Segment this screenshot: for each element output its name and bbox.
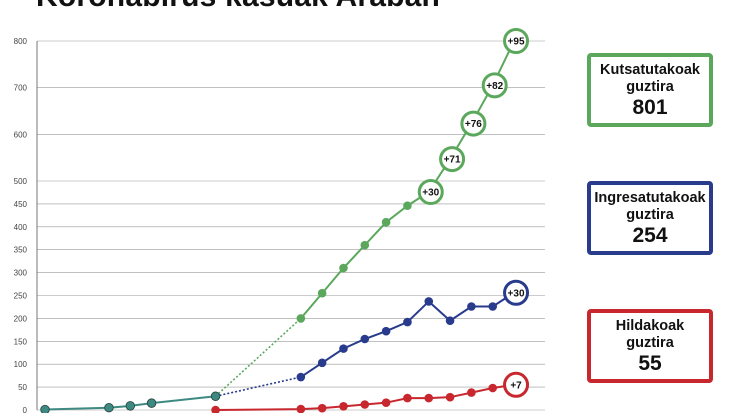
early-point (210, 391, 221, 401)
card-total-deaths: Hildakoak guztira 55 (587, 309, 713, 383)
green-annotation-label: +76 (465, 119, 482, 130)
green-annotation-circle (439, 146, 466, 173)
blue-annotation-label: +30 (508, 288, 525, 299)
blue-annotation-circle (503, 279, 530, 306)
blue-point (488, 302, 498, 311)
card-deaths-value: 55 (638, 352, 662, 375)
green-point (403, 201, 412, 211)
green-annotation-label: +95 (508, 37, 525, 48)
card-hospitalized-value: 254 (632, 224, 668, 247)
card-total-hospitalized: Ingresatutakoak guztira 254 (587, 181, 713, 255)
card-infected-value: 801 (632, 96, 668, 119)
early-point (104, 403, 114, 413)
red-annotation-label: +7 (510, 380, 522, 391)
blue-connector (215, 376, 302, 398)
y-tick-label: 500 (14, 177, 28, 186)
green-point (339, 263, 348, 273)
red-point (211, 405, 220, 413)
y-tick-label: 200 (14, 314, 28, 323)
green-annotation-circle (481, 72, 508, 99)
y-tick-label: 150 (14, 337, 28, 346)
y-tick-label: 350 (14, 246, 28, 255)
green-point (317, 288, 327, 298)
blue-point (424, 297, 434, 306)
y-tick-label: 600 (14, 130, 28, 139)
y-tick-label: 0 (23, 406, 28, 413)
card-hospitalized-label-1: Ingresatutakoak (594, 190, 706, 206)
chart-title: Koronabirus kasuak Araban (36, 0, 440, 14)
red-point (488, 383, 498, 393)
early-point (125, 401, 135, 411)
green-point (360, 240, 370, 250)
blue-point (296, 372, 306, 382)
green-annotation-circle (417, 178, 444, 205)
early-point (40, 404, 50, 413)
y-tick-label: 450 (14, 200, 28, 209)
green-annotation-label: +71 (444, 155, 461, 166)
blue-point (467, 302, 476, 311)
blue-point (445, 316, 455, 325)
y-tick-label: 100 (14, 360, 28, 369)
y-tick-label: 800 (14, 37, 28, 46)
green-annotation-label: +30 (422, 188, 439, 199)
card-hospitalized-label-2: guztira (626, 207, 674, 223)
y-tick-label: 300 (14, 269, 28, 278)
green-point (381, 217, 391, 227)
red-point (467, 388, 476, 397)
red-point (339, 402, 348, 411)
red-point (403, 393, 412, 403)
green-annotation-circle (460, 110, 487, 137)
red-point (360, 400, 370, 409)
blue-point (317, 358, 327, 368)
blue-point (381, 326, 391, 336)
green-connector (215, 317, 302, 397)
red-point (296, 404, 306, 413)
red-annotation-circle (503, 371, 530, 398)
y-tick-label: 700 (14, 84, 28, 93)
card-total-infected: Kutsatutakoak guztira 801 (587, 53, 713, 127)
red-point (381, 398, 391, 407)
blue-point (360, 334, 370, 344)
green-point (296, 314, 306, 323)
red-point (445, 392, 455, 402)
line-chart: 0 50 100 150 200 250 300 350 400 450 500 600 700 800 +… (14, 28, 545, 413)
y-tick-label: 250 (14, 292, 28, 301)
blue-point (403, 317, 412, 327)
y-tick-label: 400 (14, 223, 28, 232)
red-point (317, 403, 327, 413)
green-annotation-circle (503, 28, 530, 54)
card-infected-label-1: Kutsatutakoak (600, 62, 700, 78)
card-infected-label-2: guztira (626, 79, 674, 95)
green-annotation-label: +82 (486, 81, 503, 92)
early-point (146, 398, 157, 408)
card-deaths-label-2: guztira (626, 335, 674, 351)
red-point (424, 393, 434, 403)
y-tick-label: 50 (18, 383, 27, 392)
card-deaths-label-1: Hildakoak (615, 318, 685, 334)
blue-point (339, 344, 348, 353)
